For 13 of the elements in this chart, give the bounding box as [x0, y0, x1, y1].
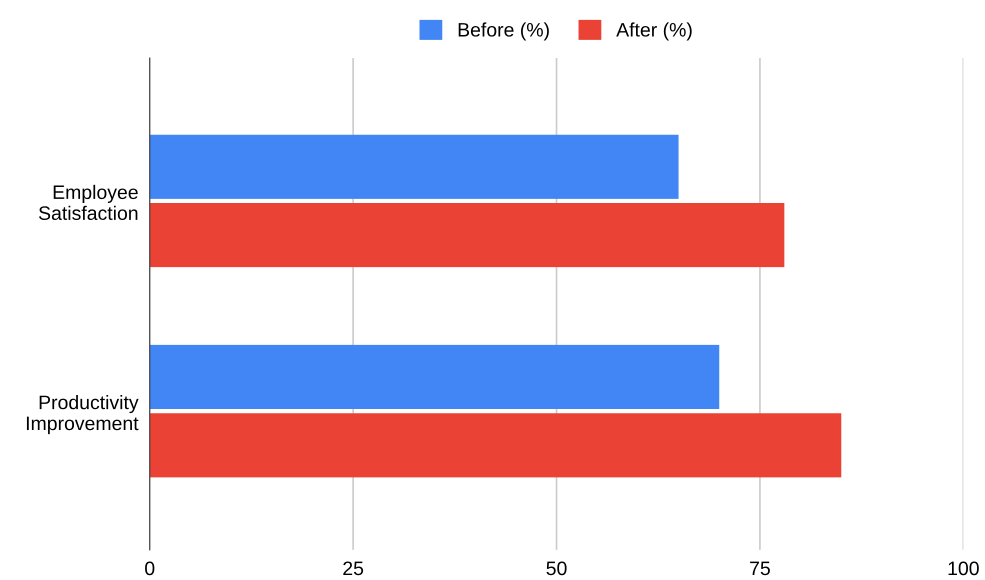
x-tick-label: 0: [145, 561, 154, 576]
x-tick-label: 100: [948, 561, 979, 576]
x-tick-label: 75: [750, 562, 770, 576]
legend-label: Before (%): [458, 22, 549, 40]
bar: [150, 203, 784, 268]
x-tick-label: 25: [343, 561, 364, 576]
y-tick-label: Employee Satisfaction: [38, 184, 138, 220]
legend-label: After (%): [616, 22, 692, 40]
bar: [150, 134, 679, 199]
x-tick-label: 50: [546, 561, 567, 576]
y-tick-label: Productivity Improvement: [26, 395, 139, 434]
bar: [150, 344, 720, 410]
bar: [150, 413, 842, 478]
